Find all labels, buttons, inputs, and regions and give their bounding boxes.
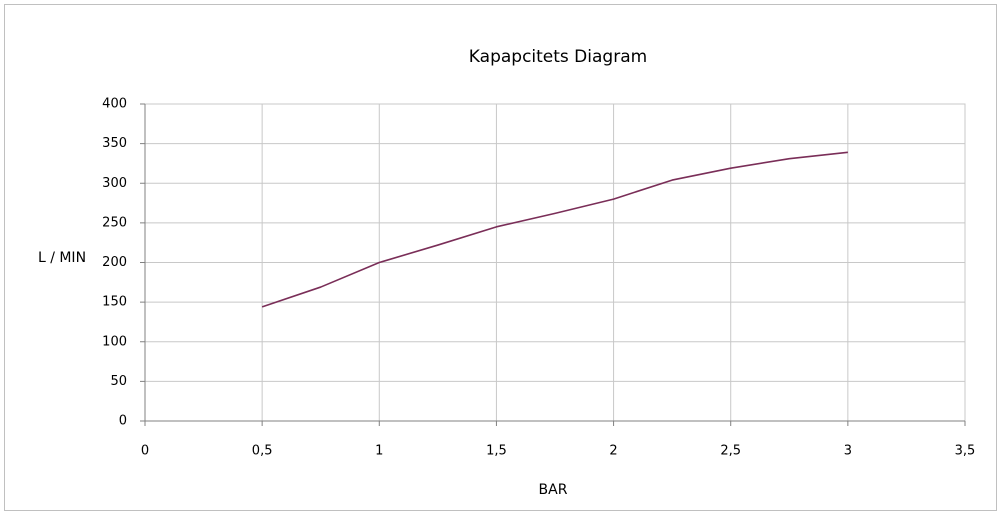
y-tick-label: 400 [102,97,127,112]
x-tick-label: 3,5 [955,444,976,459]
y-tick-label: 100 [102,334,127,349]
x-tick-label: 2 [609,444,617,459]
x-tick-label: 0,5 [252,444,273,459]
chart-frame [4,4,997,511]
y-tick-label: 350 [102,136,127,151]
x-tick-label: 1 [375,444,383,459]
data-line [261,151,848,308]
x-tick-label: 1,5 [486,444,507,459]
y-tick-label: 0 [119,414,127,429]
x-axis-label: BAR [539,482,568,498]
x-tick-label: 0 [141,444,149,459]
chart-title: Kapapcitets Diagram [469,47,647,67]
y-tick-label: 50 [110,374,127,389]
y-tick-label: 300 [102,176,127,191]
y-axis-label: L / MIN [38,250,86,266]
y-tick-label: 250 [102,215,127,230]
x-tick-label: 2,5 [720,444,741,459]
y-tick-label: 150 [102,295,127,310]
x-tick-label: 3 [844,444,852,459]
y-tick-label: 200 [102,255,127,270]
